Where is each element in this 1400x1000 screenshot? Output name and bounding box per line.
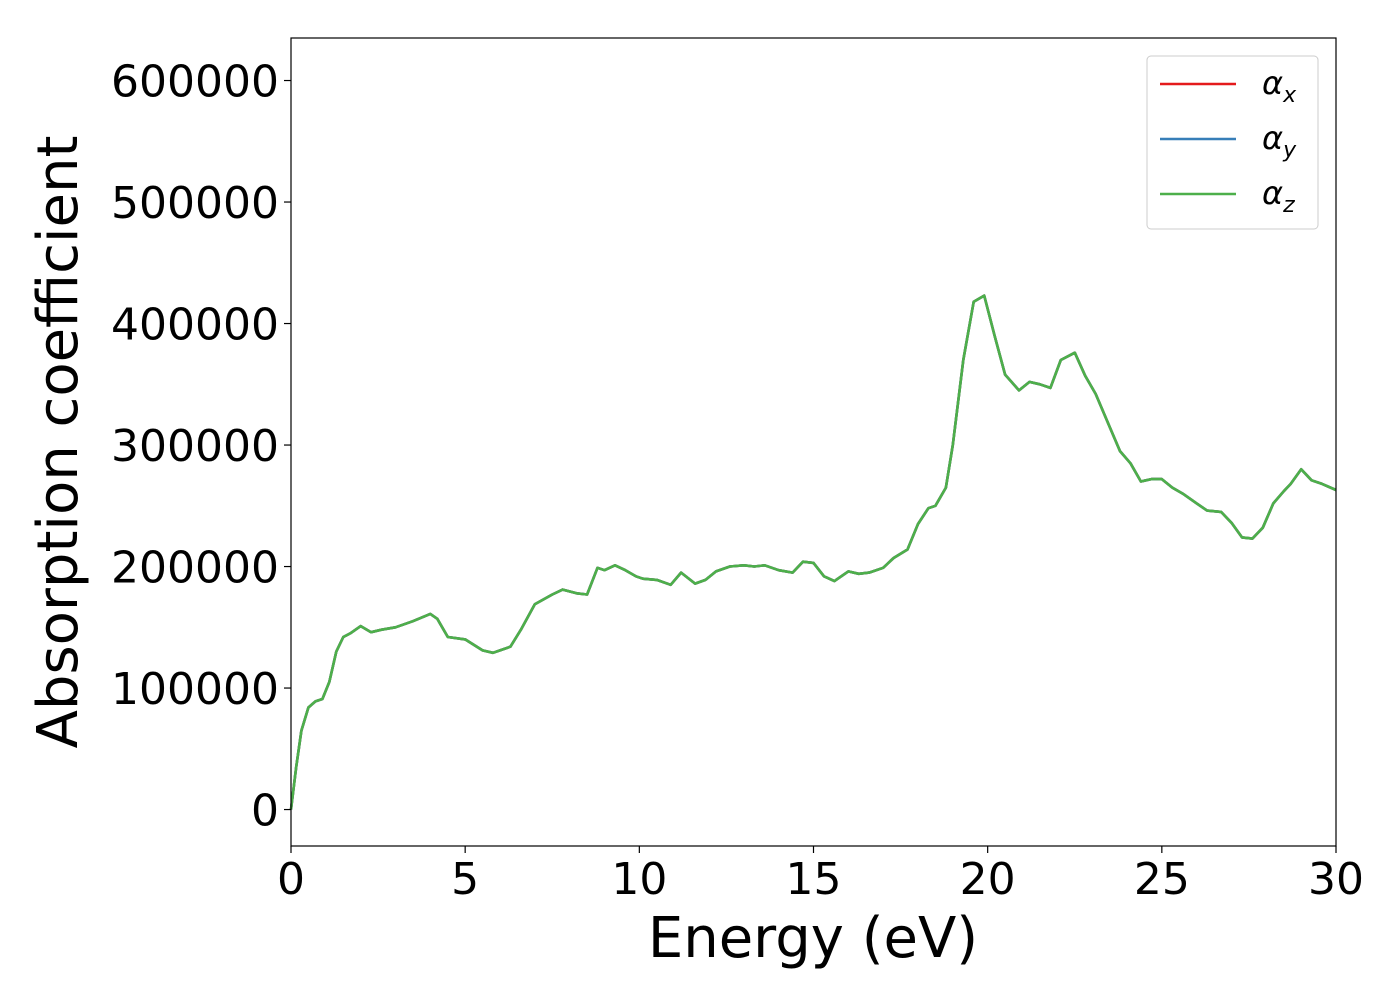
series-line-z xyxy=(289,294,1337,810)
legend: αx αy αz xyxy=(1146,55,1319,230)
y-tick-label: 300000 xyxy=(111,421,279,472)
y-tick-label: 0 xyxy=(251,786,279,837)
x-tick-label: 0 xyxy=(277,854,305,905)
x-axis-label: Energy (eV) xyxy=(648,906,978,971)
y-tick-label: 100000 xyxy=(111,664,279,715)
y-axis-label: Absorption coefficient xyxy=(26,136,91,749)
legend-entries: αx αy αz xyxy=(1160,64,1297,218)
x-tick-label: 20 xyxy=(960,854,1016,905)
x-axis-ticks: 0 5 10 15 20 25 30 xyxy=(277,846,1364,905)
x-tick-label: 5 xyxy=(451,854,479,905)
y-axis-ticks: 0 100000 200000 300000 400000 500000 600000 xyxy=(111,57,291,837)
x-tick-label: 25 xyxy=(1134,854,1190,905)
legend-label-x: αx xyxy=(1262,64,1297,108)
x-tick-label: 10 xyxy=(611,854,667,905)
legend-box xyxy=(1146,55,1319,230)
x-tick-label: 15 xyxy=(786,854,842,905)
y-tick-label: 200000 xyxy=(111,543,279,594)
x-tick-label: 30 xyxy=(1308,854,1364,905)
legend-label-z: αz xyxy=(1262,174,1295,218)
y-tick-label: 600000 xyxy=(111,57,279,108)
y-tick-label: 500000 xyxy=(111,178,279,229)
series-layer xyxy=(289,294,1337,810)
legend-label-y: αy xyxy=(1262,119,1297,163)
y-tick-label: 400000 xyxy=(111,300,279,351)
